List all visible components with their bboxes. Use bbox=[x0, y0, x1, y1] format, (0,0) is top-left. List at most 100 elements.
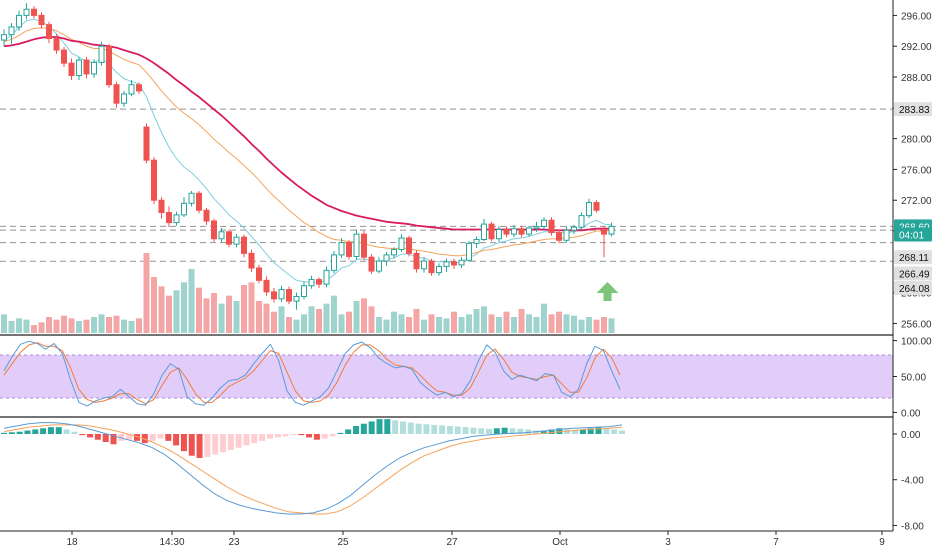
candle-body bbox=[188, 192, 195, 204]
macd-histogram-bar bbox=[462, 427, 469, 434]
macd-histogram-bar bbox=[282, 434, 289, 437]
volume-bar bbox=[1, 314, 7, 333]
volume-bar bbox=[458, 317, 465, 333]
macd-histogram-bar bbox=[204, 434, 211, 457]
macd-histogram-bar bbox=[603, 428, 610, 434]
volume-bar bbox=[421, 319, 427, 333]
price-tick-label: 256.00 bbox=[901, 319, 932, 330]
volume-bar bbox=[383, 319, 390, 333]
macd-histogram-bar bbox=[40, 428, 47, 434]
price-badge bbox=[894, 227, 932, 242]
candle-body bbox=[173, 214, 180, 224]
candle-body bbox=[46, 24, 52, 40]
volume-bar bbox=[53, 319, 60, 333]
macd-histogram-bar bbox=[32, 429, 39, 434]
volume-bar bbox=[586, 317, 592, 333]
volume-bar bbox=[308, 306, 315, 333]
price-tick-label: 280.00 bbox=[901, 135, 932, 146]
candle-body bbox=[241, 236, 247, 254]
candle-body bbox=[338, 242, 345, 256]
macd-histogram-bar bbox=[556, 428, 563, 434]
macd-histogram-bar bbox=[564, 429, 571, 434]
volume-bar bbox=[68, 318, 75, 333]
volume-bar bbox=[128, 321, 135, 333]
volume-bar bbox=[136, 318, 142, 333]
candle-body bbox=[106, 45, 112, 86]
price-tick-label: 272.00 bbox=[901, 196, 932, 207]
volume-bar bbox=[23, 319, 30, 333]
candle-body bbox=[316, 279, 322, 285]
macd-histogram-bar bbox=[243, 434, 250, 446]
candle-body bbox=[1, 34, 7, 41]
volume-bars bbox=[1, 253, 615, 333]
signal-arrow bbox=[596, 282, 619, 301]
volume-bar bbox=[541, 303, 547, 333]
stochastic-k-line bbox=[3, 340, 621, 407]
time-tick-label: 18 bbox=[66, 537, 78, 548]
macd-histogram-bar bbox=[94, 434, 101, 440]
macd-histogram-bar bbox=[251, 434, 258, 444]
candle-body bbox=[151, 159, 157, 201]
macd-histogram-bar bbox=[619, 430, 625, 434]
candle-body bbox=[211, 220, 217, 240]
stochastic-tick-label: 50.00 bbox=[901, 373, 926, 384]
volume-bar bbox=[218, 303, 225, 333]
macd-histogram-bar bbox=[337, 432, 344, 434]
volume-bar bbox=[398, 314, 405, 333]
stochastic-tick-label: 0.00 bbox=[901, 408, 921, 419]
candle-body bbox=[8, 26, 15, 36]
volume-bar bbox=[46, 317, 52, 333]
volume-bar bbox=[98, 314, 105, 333]
candle-body bbox=[376, 260, 382, 272]
macd-histogram-bar bbox=[71, 431, 78, 434]
macd-panel bbox=[1, 419, 625, 515]
time-tick-label: 7 bbox=[773, 537, 779, 548]
candle-body bbox=[443, 261, 450, 267]
candle-body bbox=[91, 61, 97, 75]
volume-bar bbox=[173, 290, 180, 333]
macd-histogram-bar bbox=[399, 421, 406, 434]
candle-body bbox=[196, 192, 202, 211]
volume-bar bbox=[151, 277, 157, 333]
candle-body bbox=[541, 219, 547, 227]
price-tick-label: 276.00 bbox=[901, 165, 932, 176]
macd-histogram-bar bbox=[126, 434, 133, 440]
volume-bar bbox=[278, 306, 285, 333]
volume-bar bbox=[211, 293, 217, 333]
volume-bar bbox=[443, 318, 450, 333]
volume-bar bbox=[121, 319, 127, 333]
macd-histogram-bar bbox=[611, 429, 618, 434]
candle-body bbox=[233, 236, 240, 245]
candle-body bbox=[218, 231, 225, 240]
volume-bar bbox=[271, 311, 277, 333]
price-tick-label: 292.00 bbox=[901, 42, 932, 53]
volume-bar bbox=[301, 314, 307, 333]
candle-body bbox=[113, 84, 120, 104]
candle-body bbox=[331, 254, 337, 271]
candle-body bbox=[226, 231, 232, 245]
candle-body bbox=[436, 265, 442, 274]
macd-histogram-bar bbox=[24, 430, 31, 434]
macd-histogram-bar bbox=[16, 431, 23, 434]
moving-averages bbox=[3, 18, 612, 284]
macd-tick-label: -4.00 bbox=[901, 476, 924, 487]
volume-bar bbox=[548, 314, 555, 333]
candle-body bbox=[518, 228, 525, 235]
macd-histogram-bar bbox=[212, 434, 219, 455]
volume-bar bbox=[526, 314, 532, 333]
candle-body bbox=[31, 8, 37, 16]
price-badge bbox=[894, 250, 932, 265]
volume-bar bbox=[436, 317, 442, 333]
macd-histogram-bar bbox=[1, 432, 7, 434]
macd-histogram-bar bbox=[532, 430, 539, 434]
volume-bar bbox=[286, 317, 292, 333]
candle-body bbox=[16, 14, 22, 28]
volume-bar bbox=[353, 301, 360, 333]
volume-bar bbox=[338, 314, 345, 333]
price-badge bbox=[894, 281, 932, 296]
candle-body bbox=[601, 228, 607, 235]
candle-body bbox=[293, 295, 300, 302]
candle-body bbox=[263, 279, 270, 293]
macd-histogram-bar bbox=[446, 426, 453, 434]
